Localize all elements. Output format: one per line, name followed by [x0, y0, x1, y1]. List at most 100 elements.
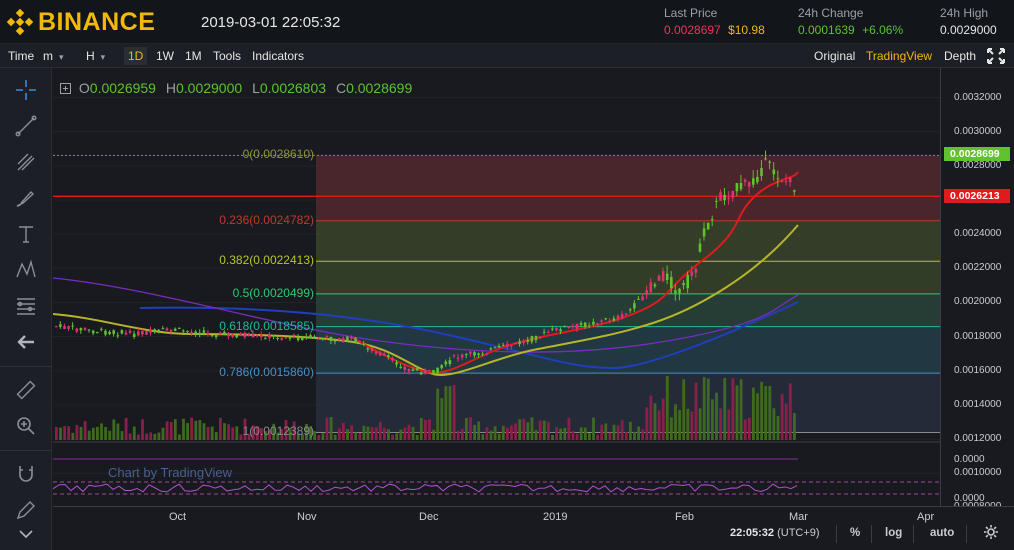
candle: [506, 343, 509, 347]
settings-gear-icon[interactable]: [983, 524, 999, 543]
volume-bar: [337, 428, 341, 440]
volume-bar: [460, 428, 464, 440]
percent-scale-button[interactable]: %: [850, 527, 861, 539]
minute-dropdown[interactable]: m: [39, 47, 68, 65]
view-tradingview[interactable]: TradingView: [866, 49, 933, 63]
volume-bar: [223, 423, 226, 440]
candle: [235, 335, 238, 338]
candle: [391, 357, 394, 361]
collapse-chevron-icon[interactable]: [14, 520, 38, 548]
ruler-icon[interactable]: [10, 376, 42, 404]
price-axis-label: 0.0030000: [954, 125, 1002, 137]
osc-signal: [53, 483, 798, 493]
candle: [292, 334, 296, 336]
candle: [493, 347, 497, 349]
volume-bar: [383, 427, 386, 440]
volume-bar: [399, 429, 403, 440]
candle: [563, 325, 566, 327]
trendline-icon[interactable]: [10, 112, 42, 140]
fib-zone: [316, 326, 940, 374]
pitchfork-icon[interactable]: [10, 148, 42, 176]
change-label: 24h Change: [798, 6, 864, 20]
volume-bar: [235, 426, 239, 440]
candle: [670, 276, 673, 289]
volume-bar: [510, 425, 513, 440]
volume-bar: [59, 427, 62, 440]
magnet-icon[interactable]: [10, 460, 42, 488]
candle: [530, 335, 534, 342]
candle: [264, 338, 267, 340]
price-axis-label: 0.0018000: [954, 330, 1002, 342]
brush-icon[interactable]: [10, 184, 42, 212]
candle: [555, 327, 558, 331]
volume-bar: [182, 418, 185, 440]
candle: [317, 338, 320, 340]
candle: [243, 332, 247, 337]
zoom-icon[interactable]: [10, 412, 42, 440]
low-value: 0.0026803: [259, 80, 327, 96]
volume-bar: [727, 409, 731, 440]
volume-bar: [436, 388, 440, 440]
view-original[interactable]: Original: [814, 49, 856, 63]
price-axis-label: 0.0022000: [954, 262, 1002, 274]
volume-bar: [149, 432, 153, 440]
interval-1m[interactable]: 1M: [185, 49, 202, 63]
candle: [772, 169, 776, 175]
price-axis[interactable]: 0.00320000.00300000.00280000.00260000.00…: [940, 68, 1014, 512]
candle: [403, 366, 407, 370]
candle: [161, 328, 165, 330]
candle: [637, 298, 640, 300]
volume-bar: [255, 426, 259, 440]
candle: [497, 345, 501, 348]
view-depth[interactable]: Depth: [944, 49, 977, 63]
clock-timezone[interactable]: (UTC+9): [777, 527, 820, 539]
indicators-button[interactable]: Indicators: [252, 49, 305, 63]
interval-1d[interactable]: 1D: [124, 47, 148, 65]
candle: [665, 273, 669, 281]
fib-icon[interactable]: [10, 292, 42, 320]
legend-toggle-icon[interactable]: [60, 83, 71, 94]
pattern-icon[interactable]: [10, 256, 42, 284]
volume-bar: [407, 424, 411, 440]
auto-scale-button[interactable]: auto: [930, 527, 955, 539]
text-icon[interactable]: [10, 220, 42, 248]
volume-bar: [55, 427, 58, 440]
volume-bar: [71, 432, 75, 440]
volume-bar: [526, 422, 530, 440]
hour-dropdown[interactable]: H: [82, 47, 109, 65]
volume-bar: [75, 425, 79, 440]
candle: [522, 341, 525, 344]
volume-bar: [682, 379, 686, 440]
price-axis-label: 0.0032000: [954, 91, 1002, 103]
price-chart[interactable]: [53, 68, 940, 506]
volume-bar: [251, 425, 255, 440]
tools-button[interactable]: Tools: [213, 49, 242, 63]
fib-label: 1(0.0012389): [242, 424, 314, 439]
log-scale-button[interactable]: log: [885, 527, 903, 539]
interval-1w[interactable]: 1W: [156, 49, 174, 63]
candle: [473, 352, 476, 356]
volume-bar: [571, 431, 575, 440]
volume-bar: [391, 434, 394, 440]
candle: [784, 181, 788, 183]
volume-bar: [665, 375, 669, 440]
pencil-icon[interactable]: [10, 496, 42, 524]
volume-bar: [784, 403, 788, 440]
volume-bar: [428, 419, 431, 440]
candle: [141, 331, 144, 335]
bb-divider-2: [871, 525, 872, 543]
fullscreen-icon[interactable]: [985, 47, 1007, 65]
candle: [313, 336, 316, 338]
volume-bar: [612, 424, 616, 440]
candle: [620, 314, 624, 319]
volume-bar: [247, 434, 251, 440]
back-arrow-icon[interactable]: [10, 328, 42, 356]
time-button[interactable]: Time: [8, 49, 35, 63]
candle: [719, 192, 722, 201]
price-axis-label: 0.0010000: [954, 467, 1002, 479]
candle: [153, 329, 156, 332]
chart-area[interactable]: O0.0026959 H0.0029000 L0.0026803 C0.0028…: [53, 68, 940, 506]
crosshair-icon[interactable]: [10, 76, 42, 104]
logo[interactable]: BINANCE: [6, 7, 155, 37]
volume-bar: [448, 385, 452, 440]
